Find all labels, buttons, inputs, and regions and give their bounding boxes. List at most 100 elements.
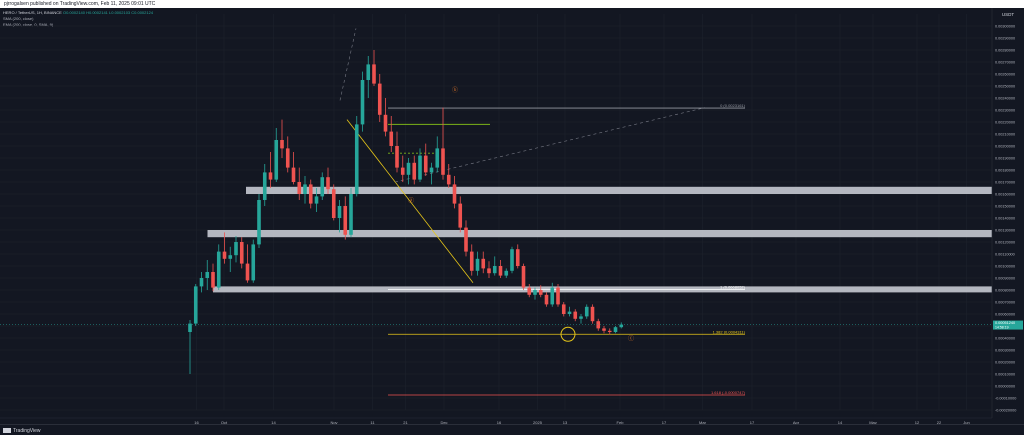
candle-body xyxy=(469,251,474,271)
price-axis xyxy=(992,8,1024,425)
candle-body xyxy=(602,328,606,331)
candle-body xyxy=(556,287,560,305)
price-chart[interactable]: 0 (0.0023161) 1 (0.0008052) 1.382 (0.00043… xyxy=(0,8,1024,425)
candle-body xyxy=(406,162,411,175)
y-tick-label: 0.00180000 xyxy=(995,169,1015,173)
y-tick-label: 0.00240000 xyxy=(995,97,1015,101)
candle-body xyxy=(464,227,468,252)
candle-body xyxy=(584,306,589,317)
projection-line xyxy=(339,28,357,101)
fib-level-label: 0 (0.0023161) xyxy=(720,103,746,108)
y-tick-label: 0.00000000 xyxy=(995,385,1015,389)
logo-text: TradingView xyxy=(13,428,41,434)
candle-body xyxy=(567,311,572,314)
candle-body xyxy=(573,311,578,319)
candle-body xyxy=(234,242,238,256)
last-price-countdown: 14:58:19 xyxy=(995,325,1009,329)
trend-line xyxy=(346,119,474,284)
x-tick-label: 16 xyxy=(497,420,502,425)
y-tick-label: 0.00080000 xyxy=(995,289,1015,293)
candle-body xyxy=(228,255,233,259)
currency-label: USDT xyxy=(1002,12,1015,17)
support-zone xyxy=(246,186,992,194)
y-tick-label: 0.00100000 xyxy=(995,265,1015,269)
candle-body xyxy=(521,266,526,288)
wave-label: ⓐ xyxy=(408,196,414,204)
x-tick-label: 12 xyxy=(915,420,920,425)
candle-body xyxy=(193,286,198,324)
candle-body xyxy=(441,148,445,175)
y-tick-label: 0.00230000 xyxy=(995,109,1015,113)
candle-body xyxy=(515,249,520,266)
support-zone xyxy=(207,230,992,238)
x-tick-label: 14 xyxy=(838,420,843,425)
y-tick-label: 0.00030000 xyxy=(995,349,1015,353)
tradingview-logo[interactable]: TradingView xyxy=(3,428,41,434)
last-price-tag xyxy=(993,320,1023,330)
candle-body xyxy=(418,155,422,180)
y-tick-label: 0.00150000 xyxy=(995,205,1015,209)
candle-body xyxy=(268,172,273,180)
y-tick-label: 0.00250000 xyxy=(995,85,1015,89)
candle-body xyxy=(492,266,497,274)
candle-body xyxy=(326,177,330,190)
y-tick-label: 0.00200000 xyxy=(995,145,1015,149)
candle-body xyxy=(544,294,549,305)
y-tick-label: 0.00060000 xyxy=(995,313,1015,317)
last-price-value: 0.00051240 xyxy=(995,321,1015,325)
publish-line: pjrrogalsen published on TradingView.com… xyxy=(4,1,156,7)
y-tick-label: 0.00270000 xyxy=(995,61,1015,65)
y-tick-label: 0.00170000 xyxy=(995,181,1015,185)
fib-level-label: 1.618 (-0.0000747) xyxy=(711,390,746,395)
candle-body xyxy=(291,167,296,182)
x-tick-label: Oct xyxy=(221,420,228,425)
candle-body xyxy=(383,114,388,132)
candle-body xyxy=(400,167,405,175)
y-tick-label: 0.00020000 xyxy=(995,361,1015,365)
y-tick-label: 0.00010000 xyxy=(995,373,1015,377)
candle-body xyxy=(257,200,261,245)
x-tick-label: 17 xyxy=(750,420,755,425)
candle-body xyxy=(533,290,537,295)
candle-body xyxy=(349,194,353,235)
y-tick-label: 0.00110000 xyxy=(995,253,1015,257)
candle-body xyxy=(303,184,307,194)
projection-line xyxy=(394,107,706,183)
x-tick-label: 17 xyxy=(662,420,667,425)
candle-body xyxy=(487,268,491,274)
y-tick-label: 0.00160000 xyxy=(995,193,1015,197)
candle-body xyxy=(245,263,250,281)
ema-indicator[interactable]: EMA (200, close, 0, SMA, 9) xyxy=(3,22,54,27)
y-tick-label: 0.00090000 xyxy=(995,277,1015,281)
x-tick-label: Nov xyxy=(330,420,337,425)
candle-body xyxy=(308,184,313,204)
candle-body xyxy=(561,304,566,314)
candle-body xyxy=(354,124,359,194)
y-tick-label: 0.00290000 xyxy=(995,37,1015,41)
candle-body xyxy=(481,258,486,269)
candle-body xyxy=(377,83,382,115)
candle-body xyxy=(216,251,221,288)
candle-body xyxy=(590,306,595,322)
candle-body xyxy=(538,290,543,295)
x-tick-label: Jun xyxy=(963,420,969,425)
legend-panel: HERO / TetherUS, 1H, BINANCE O0.0002140 … xyxy=(3,10,153,28)
y-tick-label: 0.00210000 xyxy=(995,133,1015,137)
candle-body xyxy=(550,287,555,305)
y-tick-label: 0.00120000 xyxy=(995,241,1015,245)
x-tick-label: Mar xyxy=(699,420,707,425)
sma-indicator[interactable]: SMA (200, close) xyxy=(3,16,34,21)
x-tick-label: 22 xyxy=(937,420,942,425)
x-tick-label: 11 xyxy=(370,420,375,425)
y-tick-label: -0.00020000 xyxy=(995,409,1016,413)
symbol-line[interactable]: HERO / TetherUS, 1H, BINANCE xyxy=(3,10,62,15)
target-circle xyxy=(560,326,576,342)
candle-body xyxy=(205,272,210,278)
y-tick-label: 0.00220000 xyxy=(995,121,1015,125)
x-tick-label: 2025 xyxy=(533,420,543,425)
candle-body xyxy=(446,174,451,185)
candle-body xyxy=(613,327,618,332)
candle-body xyxy=(360,80,365,125)
candle-body xyxy=(337,206,342,218)
x-tick-label: 16 xyxy=(194,420,199,425)
